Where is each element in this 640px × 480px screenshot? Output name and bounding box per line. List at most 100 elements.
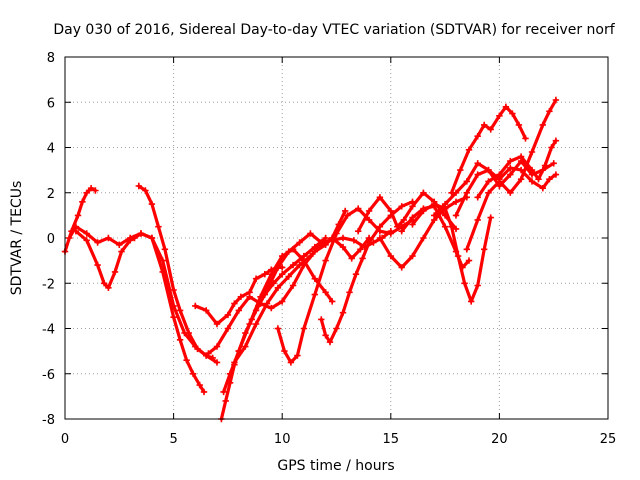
y-tick-label: -6	[42, 368, 55, 383]
data-point	[289, 282, 297, 289]
data-point	[137, 230, 145, 237]
data-point	[431, 212, 438, 219]
data-point	[252, 275, 260, 282]
data-point	[463, 189, 470, 196]
data-point	[348, 255, 355, 262]
data-point	[263, 286, 271, 294]
data-point	[346, 289, 353, 296]
data-point	[296, 239, 303, 246]
x-tick-label: 25	[600, 432, 617, 447]
data-point	[220, 388, 227, 396]
data-point	[474, 216, 481, 224]
data-point	[281, 347, 288, 355]
y-tick-label: -2	[42, 277, 55, 292]
data-point	[496, 112, 503, 119]
data-point	[441, 223, 449, 230]
data-point	[339, 243, 347, 251]
series-segment-16	[409, 200, 494, 305]
data-point	[457, 166, 464, 174]
x-axis-label: GPS time / hours	[277, 458, 394, 474]
y-tick-label: -4	[42, 323, 55, 338]
data-point	[474, 133, 481, 140]
data-point	[159, 268, 166, 276]
data-point	[189, 370, 197, 377]
data-point	[194, 345, 201, 353]
x-tick-label: 10	[274, 432, 291, 447]
data-point	[231, 359, 238, 366]
data-point	[105, 284, 112, 291]
data-point	[246, 320, 253, 328]
data-point	[203, 307, 210, 314]
data-point	[509, 110, 516, 117]
data-point	[409, 252, 416, 260]
data-point	[322, 257, 329, 264]
y-axis-label: SDTVAR / TECUs	[9, 181, 25, 296]
data-point	[474, 171, 481, 178]
data-point	[474, 194, 481, 201]
data-point	[318, 239, 325, 246]
y-tick-label: 4	[47, 142, 55, 157]
data-point	[409, 214, 416, 221]
data-point	[285, 248, 292, 255]
data-point	[274, 264, 282, 271]
data-point	[365, 239, 373, 246]
data-point	[326, 338, 334, 346]
series-segment-1	[61, 185, 99, 255]
data-point	[231, 300, 238, 307]
x-tick-label: 20	[491, 432, 508, 447]
x-tick-label: 15	[383, 432, 400, 447]
series-line	[74, 229, 206, 394]
data-point	[200, 388, 208, 396]
data-point	[548, 144, 555, 151]
series-line	[63, 186, 98, 254]
data-point	[196, 381, 203, 389]
data-point	[461, 280, 468, 287]
data-point	[263, 300, 271, 307]
data-point	[376, 223, 384, 230]
data-point	[394, 223, 401, 230]
series-group	[61, 96, 560, 423]
data-point	[552, 96, 560, 104]
data-point	[322, 289, 329, 296]
series-line	[476, 139, 558, 199]
data-point	[376, 234, 384, 242]
data-point	[517, 176, 525, 183]
data-point	[111, 268, 119, 276]
data-point	[148, 234, 156, 242]
series-segment-21	[474, 137, 560, 201]
data-point	[452, 198, 460, 205]
data-point	[148, 200, 156, 208]
data-point	[409, 203, 416, 210]
series-line	[137, 184, 215, 360]
data-point	[289, 261, 297, 269]
data-point	[213, 343, 221, 350]
data-point	[213, 359, 221, 366]
data-point	[261, 271, 268, 278]
data-point	[496, 171, 503, 178]
data-point	[183, 357, 190, 364]
data-point	[131, 234, 138, 242]
data-point	[318, 316, 325, 323]
data-point	[431, 200, 438, 208]
data-point	[329, 298, 336, 305]
data-point	[339, 234, 347, 242]
data-point	[83, 230, 90, 237]
data-point	[83, 189, 90, 196]
x-tick-label: 5	[169, 432, 177, 447]
data-point	[546, 108, 553, 115]
data-point	[135, 182, 142, 190]
data-point	[448, 223, 455, 230]
data-point	[274, 325, 282, 332]
data-point	[92, 187, 99, 194]
data-point	[142, 187, 149, 194]
data-point	[359, 255, 366, 262]
data-point	[242, 343, 249, 350]
data-point	[333, 230, 340, 237]
data-point	[252, 307, 260, 314]
y-tick-label: 6	[47, 96, 55, 111]
y-tick-label: 8	[47, 51, 55, 66]
data-point	[83, 237, 90, 244]
data-point	[454, 252, 462, 260]
data-point	[552, 171, 560, 178]
data-point	[311, 275, 318, 282]
